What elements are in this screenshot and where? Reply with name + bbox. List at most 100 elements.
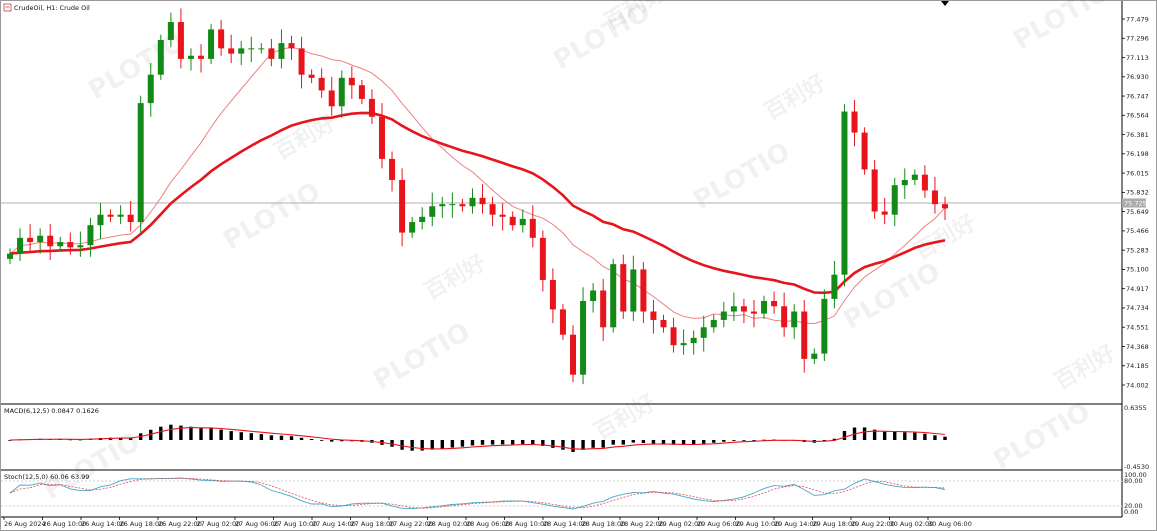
candle — [529, 218, 536, 238]
price-tick-label: 75.832 — [1126, 189, 1149, 197]
price-tick-label: 77.296 — [1126, 35, 1149, 43]
candle — [771, 301, 778, 307]
macd-bar — [289, 436, 294, 440]
candle — [861, 132, 868, 170]
macd-bar — [299, 437, 304, 440]
candle — [97, 214, 104, 226]
macd-bar — [279, 435, 284, 440]
time-tick-label: 27 Aug 10:00 — [274, 520, 318, 528]
price-panel[interactable]: 77.479 77.296 77.113 76.930 76.747 76.564 76.3… — [1, 1, 1149, 517]
macd-bar — [893, 431, 897, 440]
macd-bar — [209, 428, 213, 440]
candle — [650, 311, 657, 320]
candle — [559, 309, 566, 335]
macd-bar — [621, 440, 625, 445]
symbol-title: CrudeOil, H1: Crude Oil — [14, 4, 90, 12]
macd-bar — [179, 425, 183, 440]
macd-bar — [118, 437, 123, 440]
macd-bar — [832, 438, 837, 440]
time-tick-label: 26 Aug 14:00 — [81, 520, 125, 528]
macd-bar — [480, 440, 485, 445]
scroll-marker-icon[interactable] — [941, 1, 949, 6]
candle — [278, 43, 285, 59]
candle — [218, 29, 225, 49]
time-tick-label: 26 Aug 22:00 — [158, 520, 202, 528]
candle — [157, 39, 164, 75]
candle — [710, 319, 717, 328]
macd-bar — [712, 440, 716, 443]
time-tick-label: 29 Aug 10:00 — [736, 520, 780, 528]
candle — [891, 185, 898, 215]
macd-bar — [269, 435, 274, 440]
time-tick-label: 30 Aug 02:00 — [890, 520, 934, 528]
macd-bar — [470, 440, 475, 446]
candle — [288, 43, 295, 49]
candle — [620, 264, 627, 312]
macd-signal-line — [9, 427, 946, 450]
candle — [580, 301, 587, 375]
macd-bar — [8, 440, 12, 441]
candle — [268, 48, 275, 59]
macd-bar — [400, 440, 404, 450]
candle — [509, 216, 516, 226]
candle — [660, 319, 667, 328]
macd-bar — [862, 427, 867, 440]
time-tick-label: 27 Aug 22:00 — [389, 520, 433, 528]
price-tick-label: 76.930 — [1126, 73, 1149, 81]
candle — [228, 48, 235, 54]
price-tick-label: 75.283 — [1126, 246, 1149, 254]
candle — [459, 204, 466, 207]
macd-bar — [762, 439, 766, 441]
macd-panel[interactable]: MACD(6,12,5) 0.0847 0.1626 0.6355 -0.453… — [1, 404, 1149, 471]
candle — [17, 237, 24, 254]
stoch-panel[interactable]: Stoch(12,5,0) 60.06 63.99 100.00 80.00 2… — [1, 471, 1147, 518]
candle — [539, 237, 546, 280]
candle — [409, 222, 416, 233]
candle — [901, 179, 908, 186]
macd-bar — [390, 440, 394, 447]
price-tick-label: 74.002 — [1126, 381, 1149, 389]
ma-fast-line — [9, 46, 946, 325]
macd-bar — [149, 429, 153, 440]
candle — [570, 334, 577, 375]
candle — [670, 327, 677, 346]
candle — [107, 214, 114, 217]
macd-bar — [330, 440, 334, 442]
macd-bar — [872, 429, 877, 440]
macd-bar — [440, 440, 445, 449]
time-tick-label: 26 Aug 2024 — [4, 520, 46, 528]
price-tick-label: 74.368 — [1126, 343, 1149, 351]
candle — [238, 48, 245, 54]
candle — [881, 211, 888, 215]
macd-bar — [671, 440, 676, 445]
candle — [821, 298, 828, 354]
macd-bar — [943, 436, 947, 440]
time-tick-label: 26 Aug 10:00 — [43, 520, 87, 528]
time-tick-label: 27 Aug 18:00 — [351, 520, 395, 528]
macd-bar — [882, 431, 887, 440]
candle — [871, 169, 878, 212]
macd-bar — [430, 440, 434, 450]
candle — [469, 197, 476, 207]
candle — [368, 98, 375, 117]
candle — [851, 111, 858, 133]
macd-bar — [219, 429, 223, 440]
candle — [167, 22, 174, 40]
price-tick-label: 75.100 — [1126, 266, 1149, 274]
candle — [640, 269, 647, 312]
candle — [610, 264, 617, 328]
stoch-axis-80: 80.00 — [1124, 477, 1143, 485]
macd-bar — [691, 440, 696, 445]
stoch-signal-line — [9, 477, 946, 509]
stoch-label: Stoch(12,5,0) 60.06 63.99 — [4, 473, 89, 481]
price-tick-label: 74.185 — [1126, 362, 1149, 370]
macd-bar — [611, 440, 615, 445]
macd-bar — [309, 438, 314, 440]
candle — [439, 204, 446, 207]
price-tick-label: 75.649 — [1126, 208, 1149, 216]
macd-bar — [742, 440, 746, 441]
time-tick-label: 28 Aug 18:00 — [582, 520, 626, 528]
macd-bar — [410, 440, 414, 451]
